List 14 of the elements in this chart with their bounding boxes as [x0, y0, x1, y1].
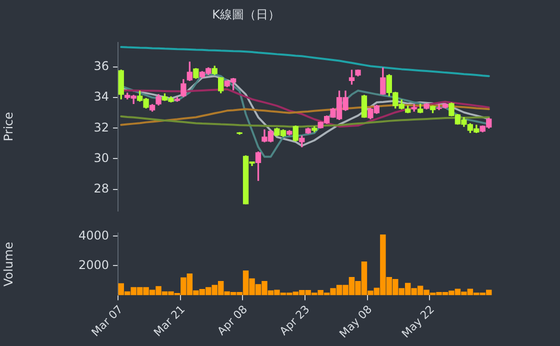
x-tick-label: Mar 21	[151, 302, 188, 340]
y-tick-label: 34	[94, 90, 109, 104]
y-tick-label: 32	[94, 120, 109, 134]
y-tick-label: 36	[94, 59, 109, 74]
chart-title: K線圖（日）	[212, 7, 280, 22]
x-tick-label: Apr 08	[214, 302, 250, 338]
y-tick-label: 2000	[78, 258, 109, 272]
y-tick-label: 30	[94, 150, 109, 165]
y-tick-label: 28	[94, 181, 109, 196]
y-axis-title: Volume	[1, 242, 16, 287]
y-axis-title: Price	[1, 112, 16, 142]
x-tick-label: Apr 23	[277, 302, 312, 338]
x-tick-label: Mar 07	[89, 302, 126, 340]
y-tick-label: 4000	[78, 228, 109, 242]
